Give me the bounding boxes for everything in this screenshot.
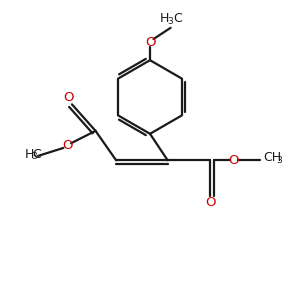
Text: 3: 3 [168, 16, 173, 26]
Text: O: O [145, 36, 155, 49]
Text: C: C [173, 13, 182, 26]
Text: H: H [160, 13, 169, 26]
Text: O: O [62, 139, 73, 152]
Text: O: O [205, 196, 216, 208]
Text: 3: 3 [32, 152, 38, 161]
Text: 3: 3 [276, 156, 282, 165]
Text: O: O [63, 92, 74, 104]
Text: O: O [229, 154, 239, 167]
Text: H: H [24, 148, 34, 161]
Text: C: C [32, 148, 41, 161]
Text: CH: CH [263, 152, 281, 164]
